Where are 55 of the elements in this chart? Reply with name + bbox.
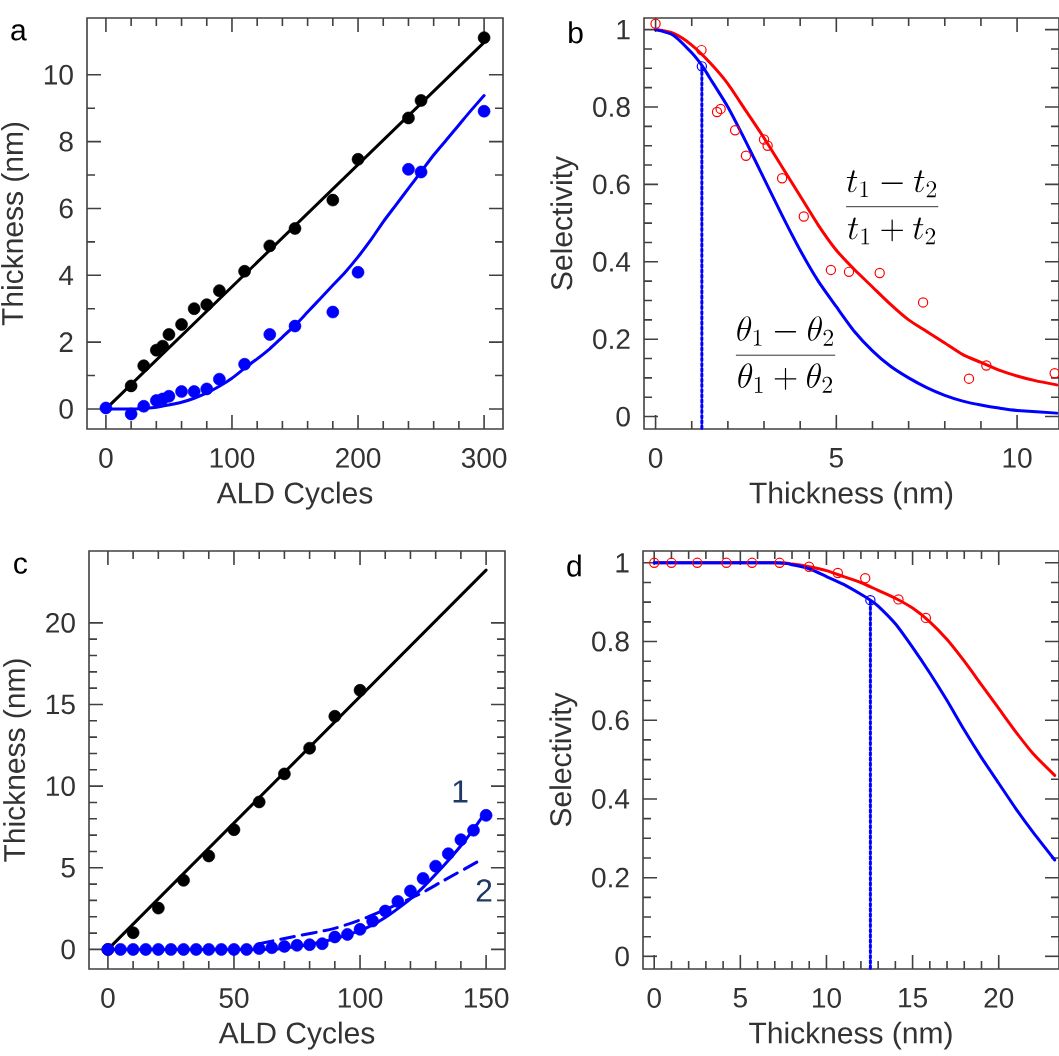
y-tick-label: 0.8 <box>593 97 630 117</box>
y-tick-label: 0.4 <box>592 789 630 809</box>
x-tick-label: 0 <box>99 448 113 468</box>
y-tick-label: 0 <box>59 399 73 419</box>
y-tick-label: 20 <box>46 612 75 633</box>
y-tick-label: 0 <box>61 939 75 960</box>
x-tick-label: 300 <box>461 448 507 468</box>
x-tick-label: 50 <box>219 988 249 1008</box>
x-tick-label: 0 <box>647 988 661 1008</box>
annotation: $\frac{t_1 - t_2}{t_1 + t_2}$ <box>846 170 939 245</box>
x-tick-label: 20 <box>984 988 1014 1008</box>
y-tick-label: 15 <box>46 694 75 715</box>
y-tick-label: 0.6 <box>593 174 630 195</box>
y-axis-title: Thickness (nm) <box>1 122 30 326</box>
y-tick-label: 1 <box>617 19 630 40</box>
y-tick-label: 5 <box>61 858 75 878</box>
y-tick-label: 4 <box>58 265 74 285</box>
x-tick-label: 100 <box>210 448 255 468</box>
y-tick-label: 0.4 <box>593 251 631 272</box>
y-tick-label: 1 <box>616 553 629 573</box>
x-tick-label: 200 <box>336 448 381 468</box>
y-tick-label: 0.2 <box>593 329 630 350</box>
y-tick-label: 0 <box>615 946 629 967</box>
x-axis-title: Thickness (nm) <box>749 481 953 510</box>
x-axis-title: ALD Cycles <box>218 1021 375 1050</box>
text: d <box>567 554 581 577</box>
y-tick-label: 0.2 <box>592 867 629 888</box>
y-tick-label: 8 <box>59 131 73 152</box>
x-tick-label: 10 <box>1003 448 1032 468</box>
text: b <box>569 21 583 44</box>
annotation: $\frac{\theta_1 - \theta_2}{\theta_1 + \theta_2}$ <box>735 316 836 393</box>
x-tick-label: 10 <box>813 988 841 1008</box>
series-label: 1 <box>453 780 468 803</box>
x-tick-label: 0 <box>101 988 115 1008</box>
x-tick-label: 5 <box>829 448 843 468</box>
x-axis-title: ALD Cycles <box>216 481 373 510</box>
y-axis-title: Thickness (nm) <box>3 659 32 862</box>
y-tick-label: 0 <box>616 406 630 427</box>
x-tick-label: 150 <box>464 988 509 1008</box>
x-tick-label: 100 <box>338 988 383 1008</box>
y-axis-title: Selectivity <box>550 156 579 290</box>
y-tick-label: 2 <box>59 332 73 352</box>
y-tick-label: 10 <box>44 64 73 85</box>
y-tick-label: 6 <box>59 198 73 219</box>
x-tick-label: 15 <box>899 988 927 1008</box>
x-tick-label: 0 <box>648 448 663 468</box>
series-label: 2 <box>476 879 492 902</box>
x-axis-title: Thickness (nm) <box>749 1021 952 1050</box>
y-tick-label: 0.8 <box>592 631 629 652</box>
x-tick-label: 5 <box>733 988 747 1008</box>
text: a <box>11 24 27 41</box>
y-axis-title: Selectivity <box>549 692 578 827</box>
y-tick-label: 0.6 <box>592 710 629 731</box>
text: c <box>14 557 28 574</box>
y-tick-label: 10 <box>46 776 75 797</box>
